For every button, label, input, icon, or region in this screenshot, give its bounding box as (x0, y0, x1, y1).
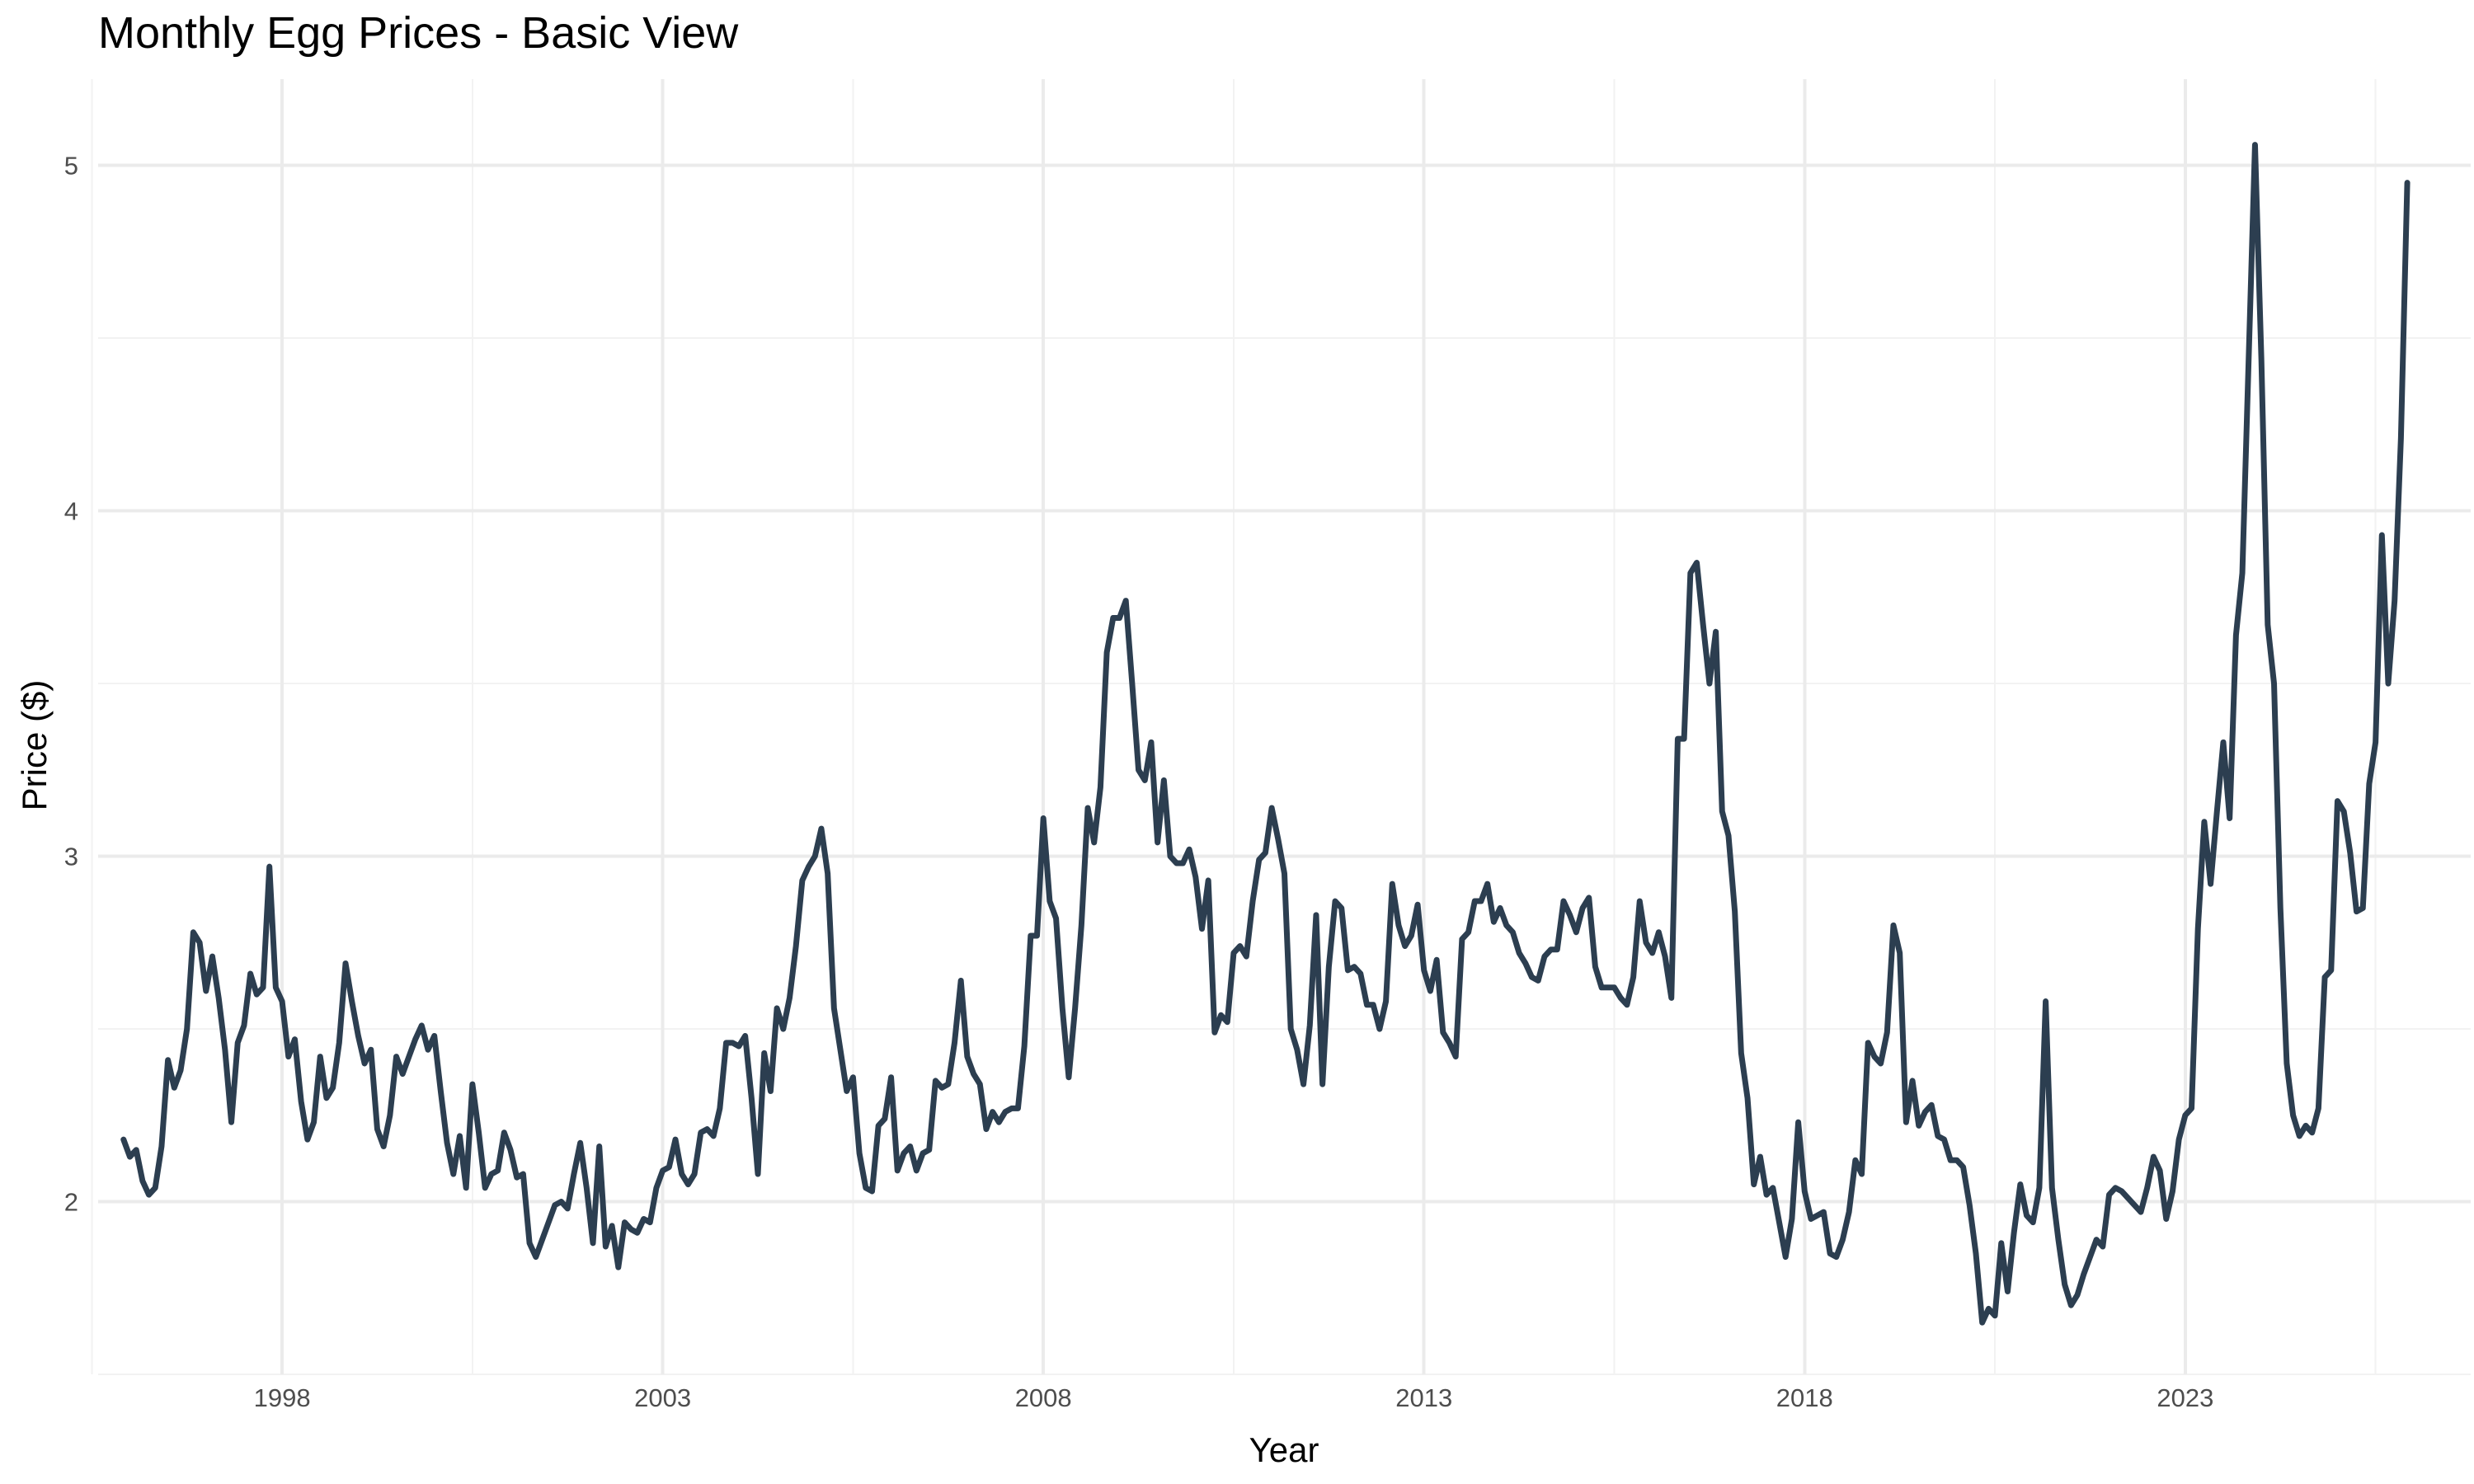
x-axis-title: Year (1249, 1430, 1319, 1469)
y-tick-label: 3 (64, 843, 78, 871)
y-axis-title: Price ($) (15, 680, 54, 811)
y-tick-label: 4 (64, 497, 78, 526)
price-line (120, 142, 2411, 1326)
x-tick-label: 1998 (254, 1383, 311, 1412)
x-tick-label: 2008 (1015, 1383, 1072, 1412)
x-tick-label: 2023 (2157, 1383, 2213, 1412)
chart-title: Monthly Egg Prices - Basic View (98, 8, 739, 58)
series-layer (120, 142, 2411, 1326)
tick-label-layer: 2 3 4 5 1998 2003 2008 2013 2018 2023 (64, 152, 2214, 1412)
x-tick-label: 2013 (1395, 1383, 1452, 1412)
y-tick-label: 5 (64, 152, 78, 181)
y-tick-label: 2 (64, 1188, 78, 1217)
x-tick-label: 2003 (634, 1383, 691, 1412)
x-tick-label: 2018 (1776, 1383, 1833, 1412)
grid-layer (91, 79, 2471, 1375)
